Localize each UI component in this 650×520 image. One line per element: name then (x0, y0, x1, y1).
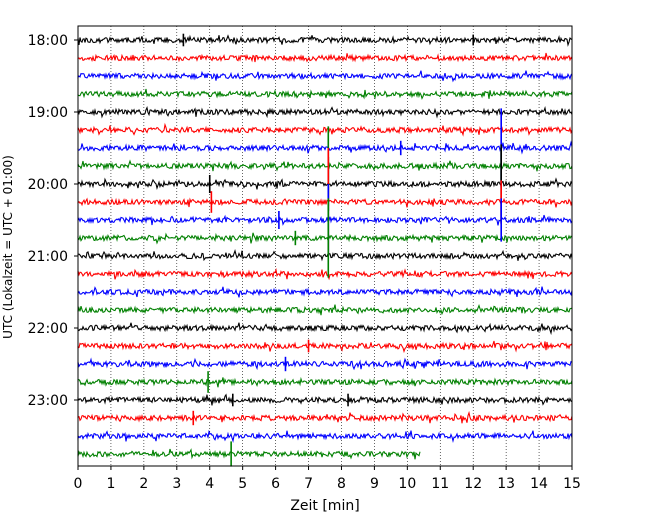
trace-line (77, 393, 573, 406)
x-axis-label: Zeit [min] (290, 498, 359, 514)
x-tick-label: 2 (139, 476, 148, 492)
x-tick-label: 13 (497, 476, 515, 492)
trace-line (77, 159, 573, 172)
x-tick-label: 6 (271, 476, 280, 492)
x-tick-label: 10 (398, 476, 416, 492)
x-tick-label: 8 (337, 476, 346, 492)
trace-line (77, 34, 573, 47)
x-tick-label: 0 (74, 476, 83, 492)
trace-line (77, 322, 573, 336)
trace-line (77, 197, 573, 208)
trace-line (77, 105, 573, 119)
trace-line (77, 214, 573, 226)
trace-line (77, 448, 421, 460)
trace-line (77, 340, 573, 354)
trace-line (77, 52, 573, 63)
trace-line (77, 140, 573, 155)
y-tick-label: 22:00 (28, 321, 68, 337)
trace-line (77, 429, 573, 444)
trace-line (77, 177, 573, 191)
x-tick-label: 14 (530, 476, 548, 492)
y-tick-label: 21:00 (28, 249, 68, 265)
y-axis-ticks: 18:00 19:00 20:00 21:00 22:00 23:00 (28, 33, 78, 409)
x-tick-label: 4 (205, 476, 214, 492)
plot-area (78, 26, 572, 466)
x-tick-label: 3 (172, 476, 181, 492)
trace-line (77, 122, 573, 137)
trace-line (77, 410, 573, 424)
trace-line (77, 232, 573, 245)
x-tick-label: 11 (431, 476, 449, 492)
trace-line (77, 304, 573, 316)
x-tick-label: 5 (238, 476, 247, 492)
trace-line (77, 267, 573, 281)
trace-line (77, 286, 573, 298)
y-tick-label: 20:00 (28, 177, 68, 193)
plot-frame (77, 25, 573, 467)
x-tick-label: 12 (464, 476, 482, 492)
trace-line (77, 376, 573, 388)
x-tick-label: 7 (304, 476, 313, 492)
trace-line (77, 70, 573, 83)
x-tick-label: 9 (370, 476, 379, 492)
y-tick-label: 19:00 (28, 105, 68, 121)
x-axis-ticks: 0 1 2 3 4 5 6 7 8 9 10 11 12 13 14 15 (74, 466, 581, 492)
y-tick-label: 18:00 (28, 33, 68, 49)
x-tick-label: 15 (563, 476, 581, 492)
trace-line (77, 88, 573, 100)
y-tick-label: 23:00 (28, 393, 68, 409)
seismic-traces (77, 33, 573, 467)
grid-lines (110, 26, 540, 466)
trace-line (77, 248, 573, 262)
y-axis-label: UTC (Lokalzeit = UTC + 01:00) (1, 155, 15, 339)
x-tick-label: 1 (106, 476, 115, 492)
trace-line (77, 357, 573, 371)
